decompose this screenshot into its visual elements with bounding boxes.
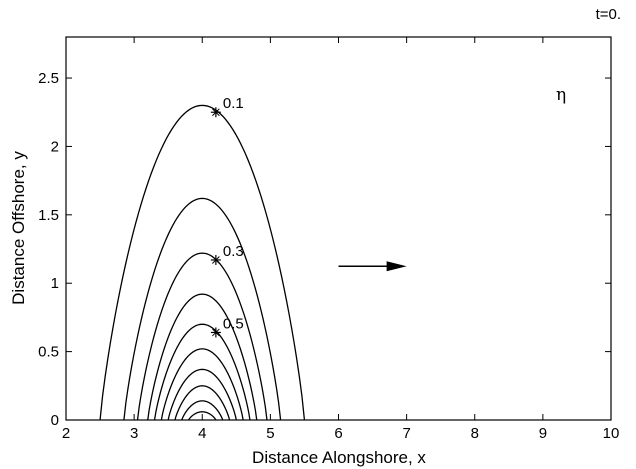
x-tick-label: 9	[539, 425, 547, 442]
contour-line-0.1	[99, 104, 306, 421]
contour-label-0.5: 0.5	[210, 315, 244, 338]
y-tick-label: 2.5	[38, 70, 59, 87]
marker-star-d2	[212, 328, 220, 337]
x-tick-label: 10	[603, 425, 620, 442]
contour-label-0.1: 0.1	[210, 95, 244, 118]
x-tick-label: 2	[62, 425, 70, 442]
x-tick-label: 6	[334, 425, 342, 442]
contour-line-0.3	[136, 252, 268, 421]
axis-ticks	[65, 37, 612, 421]
arrow-head	[386, 261, 407, 272]
chart-title: t=0.	[596, 6, 621, 23]
contour-line-0.8	[174, 385, 231, 421]
x-tick-label: 3	[130, 425, 138, 442]
field-symbol: η	[556, 85, 566, 105]
y-tick-label: 1	[51, 275, 59, 292]
propagation-arrow	[338, 261, 407, 272]
y-tick-label: 0.5	[38, 344, 59, 361]
y-tick-label: 0	[51, 412, 59, 429]
contour-line-1	[188, 411, 217, 421]
contour-level-label: 0.1	[223, 95, 244, 112]
contour-line-0.7	[167, 368, 237, 421]
contour-line-0.5	[153, 323, 251, 421]
contour-line-0.2	[123, 197, 282, 421]
contour-annotations: 0.1 0.3 0.5	[210, 95, 244, 338]
y-axis-title: Distance Offshore, y	[9, 151, 28, 305]
y-tick-label: 1.5	[38, 207, 59, 224]
contour-level-label: 0.3	[223, 243, 244, 260]
y-tick-label: 2	[51, 138, 59, 155]
contour-line-0.6	[160, 348, 244, 421]
contour-lines	[99, 104, 306, 421]
x-axis-title: Distance Alongshore, x	[252, 448, 426, 467]
contour-line-0.4	[147, 293, 258, 421]
x-tick-label: 8	[471, 425, 479, 442]
x-tick-label: 5	[266, 425, 274, 442]
x-tick-label: 4	[198, 425, 206, 442]
x-tick-labels: 2 3 4 5 6 7 8 9 10	[62, 425, 620, 442]
contour-level-label: 0.5	[223, 315, 244, 332]
marker-star-d2	[212, 108, 220, 117]
contour-line-0.9	[181, 400, 224, 421]
x-tick-label: 7	[402, 425, 410, 442]
marker-star-d2	[212, 256, 220, 264]
contour-label-0.3: 0.3	[210, 243, 244, 265]
y-tick-labels: 0 0.5 1 1.5 2 2.5	[38, 70, 59, 429]
